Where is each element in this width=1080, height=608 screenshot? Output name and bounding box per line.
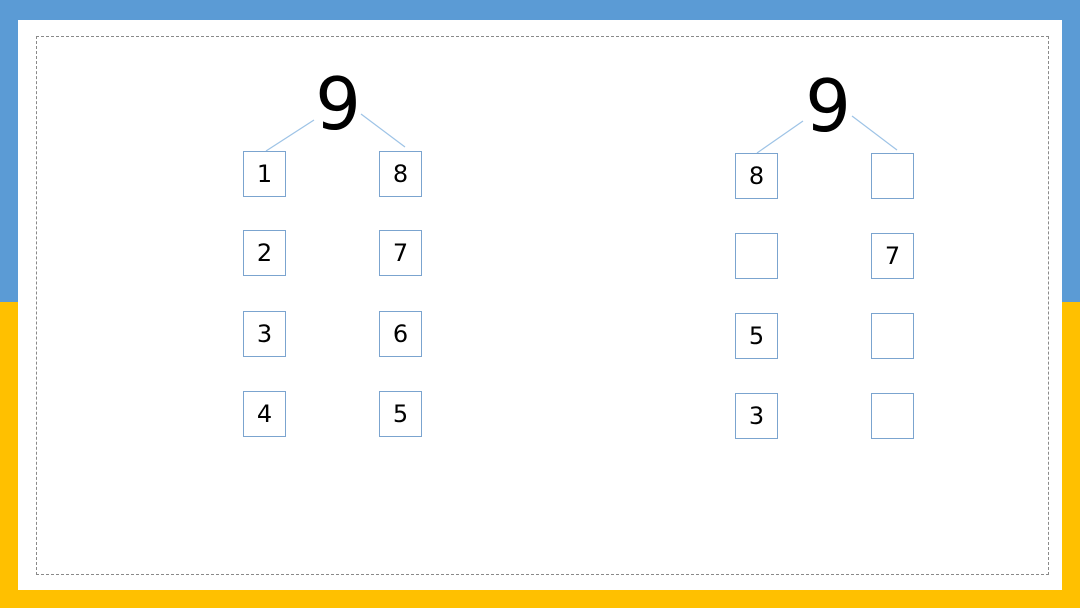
total-number: 9 bbox=[315, 62, 361, 146]
connector-line bbox=[265, 119, 315, 152]
number-box: 6 bbox=[379, 311, 422, 357]
empty-number-box[interactable] bbox=[871, 153, 914, 199]
number-box: 8 bbox=[379, 151, 422, 197]
number-box: 5 bbox=[379, 391, 422, 437]
slide-card bbox=[18, 20, 1062, 590]
number-box: 3 bbox=[735, 393, 778, 439]
number-box: 1 bbox=[243, 151, 286, 197]
number-box: 3 bbox=[243, 311, 286, 357]
connector-line bbox=[360, 113, 406, 148]
number-box: 7 bbox=[871, 233, 914, 279]
number-box: 7 bbox=[379, 230, 422, 276]
connector-line bbox=[851, 115, 898, 151]
total-number: 9 bbox=[805, 64, 851, 148]
number-box: 2 bbox=[243, 230, 286, 276]
number-box: 8 bbox=[735, 153, 778, 199]
empty-number-box[interactable] bbox=[735, 233, 778, 279]
number-box: 4 bbox=[243, 391, 286, 437]
connector-line bbox=[756, 120, 804, 154]
number-box: 5 bbox=[735, 313, 778, 359]
empty-number-box[interactable] bbox=[871, 313, 914, 359]
dashed-frame bbox=[36, 36, 1049, 575]
empty-number-box[interactable] bbox=[871, 393, 914, 439]
